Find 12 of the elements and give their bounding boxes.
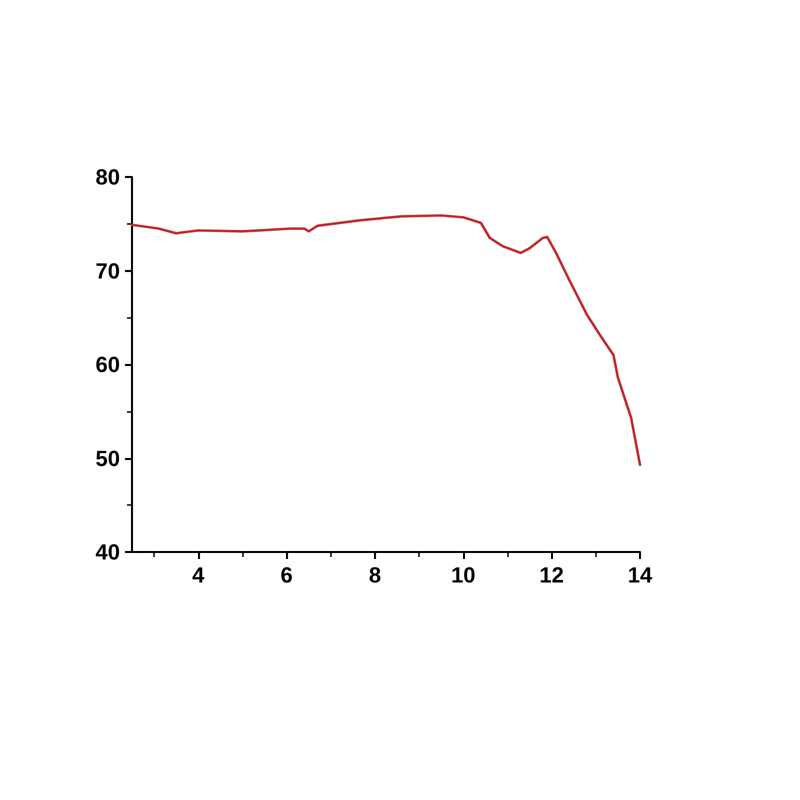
x-tick-label: 14 bbox=[628, 562, 653, 588]
y-tick-label: 40 bbox=[96, 540, 120, 564]
x-tick-label: 8 bbox=[368, 562, 382, 588]
y-tick-label: 70 bbox=[96, 258, 120, 284]
x-tick-label: 4 bbox=[192, 562, 206, 588]
line-series bbox=[130, 214, 642, 466]
x-tick-label: 10 bbox=[451, 562, 476, 588]
y-tick-label: 80 bbox=[96, 164, 120, 190]
x-tick-label: 6 bbox=[280, 562, 293, 588]
y-tick-label: 50 bbox=[96, 446, 120, 471]
y-tick-label: 60 bbox=[96, 352, 120, 377]
x-tick-label: 12 bbox=[539, 562, 564, 588]
